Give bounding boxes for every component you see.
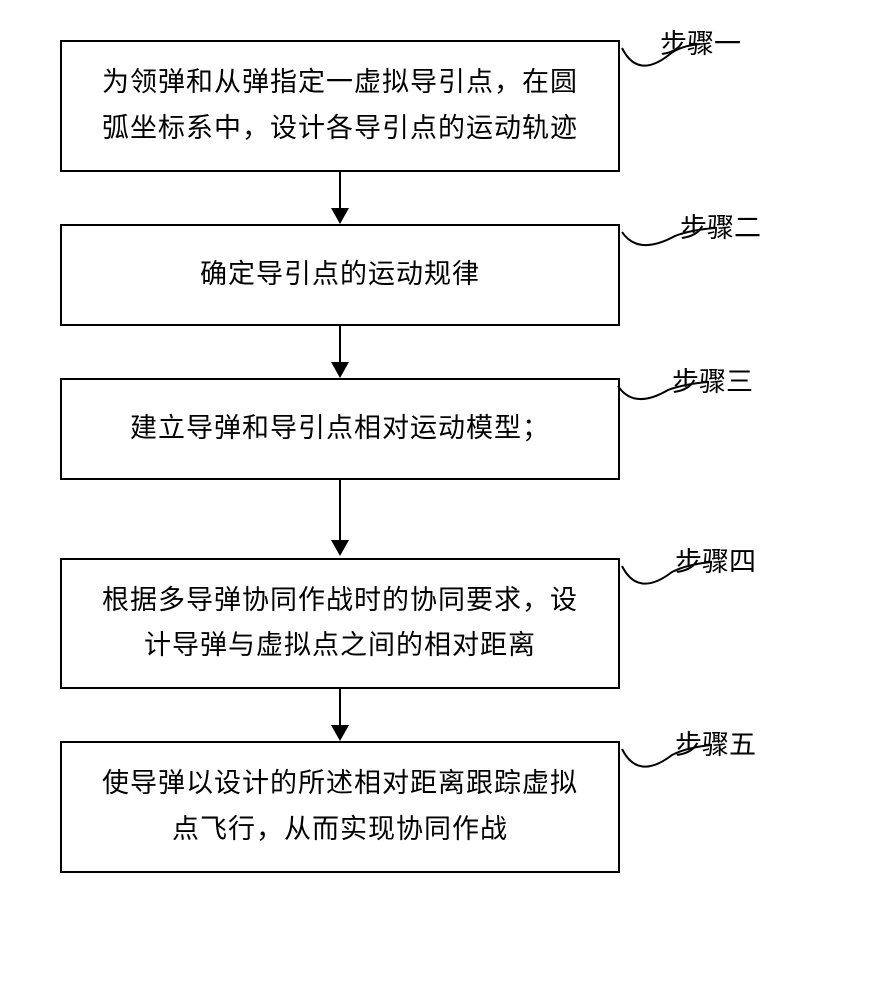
step-box-2: 确定导引点的运动规律 [60,224,620,326]
connector-arrow-4 [331,725,349,741]
step-text-2: 确定导引点的运动规律 [90,252,590,298]
step-text-3: 建立导弹和导引点相对运动模型； [90,406,590,452]
connector-line-4 [339,689,341,727]
step-row-2: 确定导引点的运动规律 步骤二 [60,224,810,326]
step-text-5: 使导弹以设计的所述相对距离跟踪虚拟点飞行，从而实现协同作战 [90,761,590,853]
connector-arrow-3 [331,540,349,556]
connector-2 [60,326,620,378]
connector-line-1 [339,172,341,210]
connector-1 [60,172,620,224]
connector-line-3 [339,480,341,542]
step-box-3: 建立导弹和导引点相对运动模型； [60,378,620,480]
connector-arrow-1 [331,208,349,224]
step-text-1: 为领弹和从弹指定一虚拟导引点，在圆弧坐标系中，设计各导引点的运动轨迹 [90,60,590,152]
step-row-5: 使导弹以设计的所述相对距离跟踪虚拟点飞行，从而实现协同作战 步骤五 [60,741,810,873]
connector-3 [60,480,620,558]
step-label-4: 步骤四 [675,540,756,579]
step-row-1: 为领弹和从弹指定一虚拟导引点，在圆弧坐标系中，设计各导引点的运动轨迹 步骤一 [60,40,810,172]
connector-arrow-2 [331,362,349,378]
step-box-4: 根据多导弹协同作战时的协同要求，设计导弹与虚拟点之间的相对距离 [60,558,620,690]
step-box-5: 使导弹以设计的所述相对距离跟踪虚拟点飞行，从而实现协同作战 [60,741,620,873]
step-text-4: 根据多导弹协同作战时的协同要求，设计导弹与虚拟点之间的相对距离 [90,578,590,670]
step-row-3: 建立导弹和导引点相对运动模型； 步骤三 [60,378,810,480]
step-label-2: 步骤二 [680,206,761,245]
connector-line-2 [339,326,341,364]
step-label-1: 步骤一 [660,22,741,61]
step-row-4: 根据多导弹协同作战时的协同要求，设计导弹与虚拟点之间的相对距离 步骤四 [60,558,810,690]
connector-4 [60,689,620,741]
step-label-3: 步骤三 [672,360,753,399]
step-box-1: 为领弹和从弹指定一虚拟导引点，在圆弧坐标系中，设计各导引点的运动轨迹 [60,40,620,172]
step-label-5: 步骤五 [675,723,756,762]
flowchart-container: 为领弹和从弹指定一虚拟导引点，在圆弧坐标系中，设计各导引点的运动轨迹 步骤一 确… [60,40,810,873]
